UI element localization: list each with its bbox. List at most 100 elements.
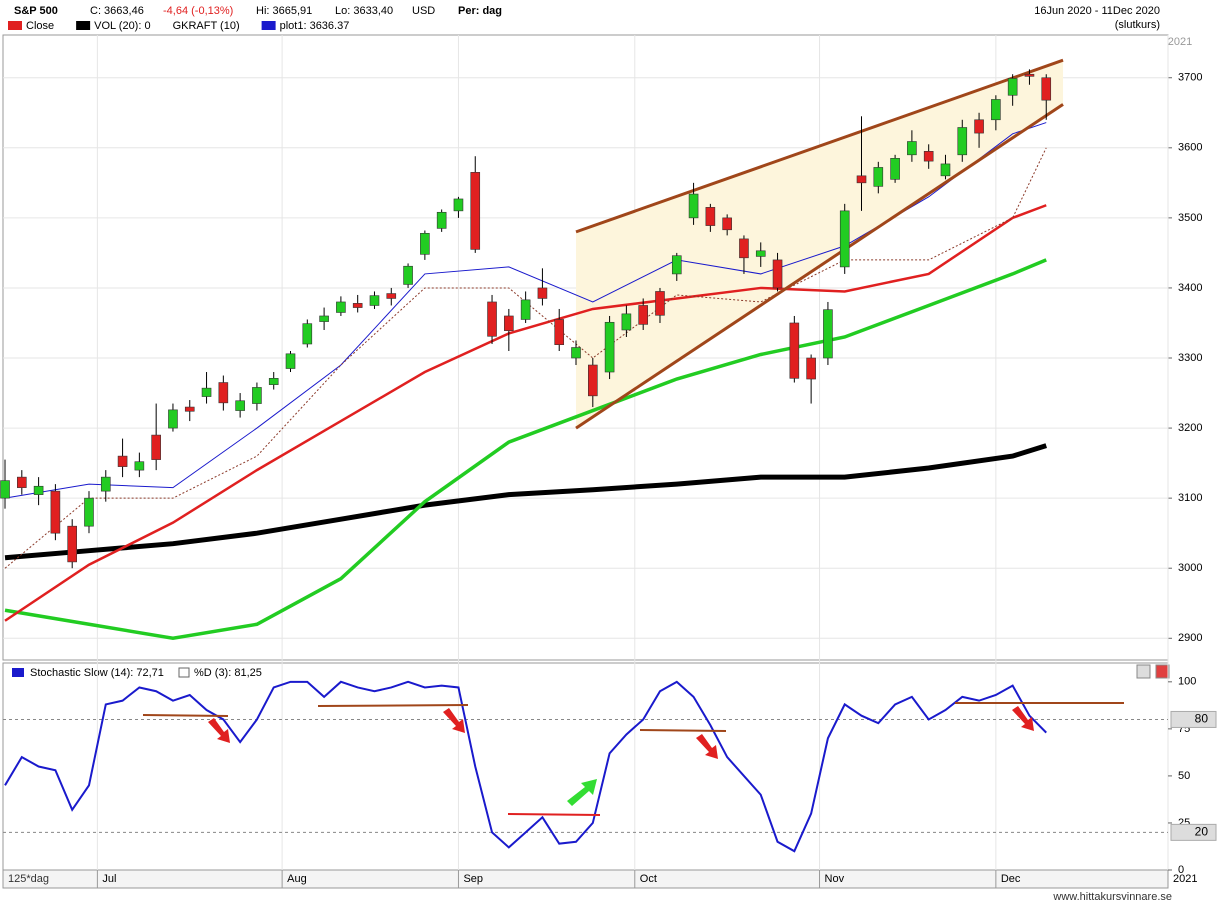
legend-swatch	[8, 21, 22, 30]
candle-body	[873, 167, 884, 187]
x-tick-label: Aug	[287, 873, 307, 885]
candle-body	[168, 409, 178, 429]
header-period: Per: dag	[458, 5, 502, 17]
ma-line	[4, 443, 1047, 561]
candle-body	[1041, 77, 1052, 101]
candle-body	[487, 301, 497, 337]
header-high: Hi: 3665,91	[256, 5, 312, 17]
candle-body	[806, 357, 816, 380]
header-currency: USD	[412, 5, 435, 17]
down-arrow	[443, 708, 465, 733]
level-label: 20	[1195, 825, 1209, 839]
candle-body	[588, 364, 598, 397]
y-tick-label: 3500	[1178, 212, 1202, 224]
candle-body	[739, 238, 749, 259]
candle-body	[772, 259, 783, 289]
candle-body	[839, 210, 850, 268]
y-tick-label: 3000	[1178, 562, 1202, 574]
candle-body	[67, 525, 77, 563]
down-arrow	[208, 718, 230, 743]
candle-body	[50, 490, 61, 534]
candle-body	[604, 321, 615, 373]
down-arrow	[696, 734, 718, 759]
x-tick-label: Nov	[825, 873, 845, 885]
header-change: -4,64 (-0,13%)	[163, 5, 233, 17]
candle-body	[504, 315, 514, 331]
ma-line	[4, 147, 1047, 569]
x-tick-label: Jul	[102, 873, 116, 885]
y-tick-label: 3700	[1178, 72, 1202, 84]
candle-body	[201, 387, 212, 397]
candle-body	[1024, 73, 1035, 77]
candle-body	[403, 265, 413, 285]
date-strip	[2, 869, 1169, 889]
x-tick-label: 2021	[1173, 873, 1197, 885]
candle-body	[470, 172, 481, 250]
candle-body	[33, 485, 44, 495]
candle-body	[923, 151, 934, 162]
zoom-button[interactable]	[1136, 664, 1151, 679]
header-range: 16Jun 2020 - 11Dec 2020	[1034, 5, 1160, 17]
stoch-subtitle: %D (3): 81,25	[194, 667, 262, 679]
y-tick-label: 2900	[1178, 632, 1202, 644]
ma-line	[4, 204, 1047, 622]
candle-body	[907, 141, 917, 156]
y-tick-label: 0	[1178, 864, 1184, 876]
candle-body	[436, 211, 447, 229]
candle-body	[974, 119, 984, 134]
trend-line	[575, 58, 1064, 234]
candle-body	[386, 293, 397, 299]
source-label: www.hittakursvinnare.se	[1052, 891, 1172, 902]
candle-body	[184, 406, 195, 412]
candle-body	[940, 163, 951, 177]
candle-body	[537, 287, 548, 299]
candle-body	[991, 99, 1001, 121]
stoch-d-swatch	[178, 667, 190, 678]
chart-title: S&P 500	[14, 5, 58, 17]
x-tick-label: Sep	[463, 873, 483, 885]
x-tick-label: Dec	[1001, 873, 1021, 885]
candle-body	[890, 158, 900, 180]
y-tick-label: 100	[1178, 676, 1196, 688]
y-tick-label: 50	[1178, 770, 1190, 782]
candle-body	[688, 193, 699, 219]
candle-body	[134, 461, 145, 471]
stoch-legend-swatch	[12, 668, 24, 677]
legend-swatch	[261, 21, 276, 30]
candle-body	[352, 303, 363, 308]
header-close: C: 3663,46	[90, 5, 144, 17]
candle-body	[571, 347, 581, 359]
candle-body	[369, 295, 380, 306]
candle-body	[84, 497, 94, 527]
y-tick-label: 3600	[1178, 142, 1202, 154]
annotation-line	[639, 729, 727, 732]
down-arrow	[1012, 706, 1034, 731]
ma-line	[4, 122, 1047, 499]
candle-body	[638, 305, 648, 325]
candle-body	[268, 378, 279, 385]
up-arrow	[567, 779, 597, 806]
annotation-line	[317, 704, 469, 707]
candle-body	[789, 322, 800, 379]
candle-body	[755, 250, 766, 257]
y-tick-label: 3300	[1178, 352, 1202, 364]
annotation-line	[142, 714, 229, 717]
stoch-plot-frame	[2, 662, 1169, 871]
stoch-line	[4, 680, 1047, 853]
candle-body	[17, 476, 27, 488]
candle-body	[520, 299, 531, 320]
candle-body	[302, 323, 313, 345]
y-tick-label: 3200	[1178, 422, 1202, 434]
candle-body	[621, 313, 632, 331]
annotation-line	[507, 813, 601, 816]
candle-body	[856, 175, 867, 184]
candle-body	[252, 387, 262, 404]
candle-body	[705, 207, 716, 226]
candle-body	[655, 291, 665, 316]
ma-line	[4, 258, 1047, 641]
close-button[interactable]	[1155, 664, 1170, 679]
legend-swatch	[76, 21, 91, 30]
level-box	[1170, 823, 1217, 841]
